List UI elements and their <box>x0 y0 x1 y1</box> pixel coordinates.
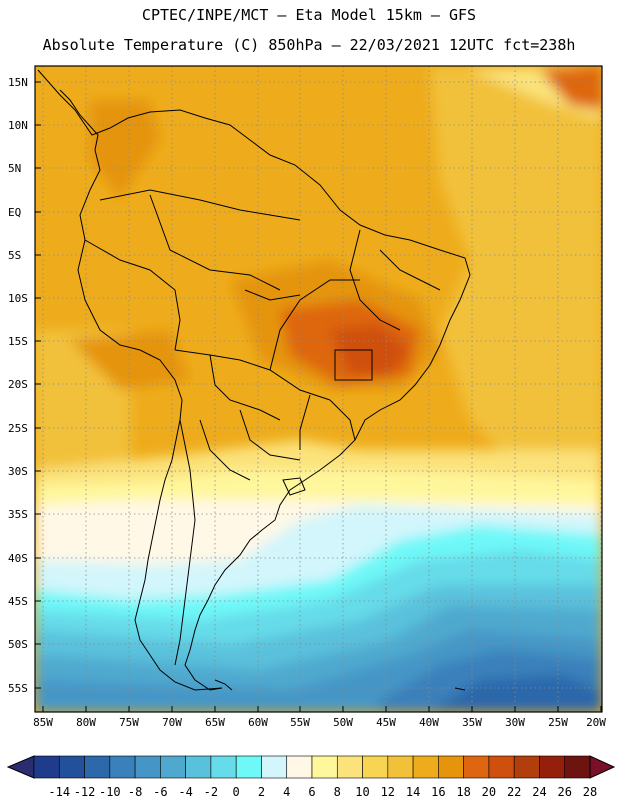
map-frame <box>34 65 603 713</box>
colorbar-swatch <box>210 755 237 779</box>
lon-label: 65W <box>205 716 225 729</box>
colorbar-label: 16 <box>431 785 446 799</box>
colorbar-label: 12 <box>380 785 396 799</box>
lon-label: 45W <box>376 716 396 729</box>
colorbar-label: 8 <box>333 785 341 799</box>
lat-label: 5N <box>8 162 22 175</box>
colorbar-swatch <box>185 755 212 779</box>
colorbar-swatch <box>513 755 540 779</box>
lon-label: 85W <box>33 716 53 729</box>
lat-label: 45S <box>8 595 28 608</box>
colorbar-swatch <box>412 755 439 779</box>
colorbar-label: 4 <box>283 785 291 799</box>
colorbar-swatch <box>463 755 490 779</box>
colorbar-label: 28 <box>582 785 598 799</box>
colorbar-label: 0 <box>232 785 240 799</box>
colorbar-label: 20 <box>481 785 497 799</box>
lon-label: 20W <box>586 716 606 729</box>
axis-ticks <box>35 81 602 712</box>
colorbar-label: 26 <box>557 785 572 799</box>
lon-label: 80W <box>76 716 96 729</box>
temperature-field <box>35 66 602 712</box>
lat-label: 55S <box>8 682 28 695</box>
lon-label: 55W <box>290 716 310 729</box>
colorbar-label: 22 <box>506 785 522 799</box>
lon-label: 70W <box>162 716 182 729</box>
colorbar-left-arrow <box>6 755 35 779</box>
lon-label: 50W <box>333 716 353 729</box>
lat-label: 10N <box>8 119 28 132</box>
colorbar <box>6 755 616 779</box>
colorbar-label: -2 <box>203 785 219 799</box>
lon-label: 30W <box>505 716 525 729</box>
colorbar-label: 10 <box>355 785 370 799</box>
lat-label: EQ <box>8 206 22 219</box>
colorbar-label: -6 <box>153 785 168 799</box>
title-line-1: CPTEC/INPE/MCT – Eta Model 15km – GFS <box>141 6 477 24</box>
colorbar-swatch <box>84 755 111 779</box>
colorbar-swatch <box>235 755 262 779</box>
lon-label: 35W <box>462 716 482 729</box>
colorbar-label: -4 <box>178 785 193 799</box>
colorbar-swatch <box>488 755 515 779</box>
colorbar-label: -8 <box>127 785 143 799</box>
grid-lines <box>35 66 602 712</box>
colorbar-swatch <box>564 755 591 779</box>
lon-label: 60W <box>248 716 268 729</box>
colorbar-swatch <box>539 755 566 779</box>
lon-label: 25W <box>548 716 568 729</box>
colorbar-swatch <box>362 755 389 779</box>
colorbar-swatch <box>311 755 338 779</box>
lat-label: 15N <box>8 76 28 89</box>
title-line-2: Absolute Temperature (C) 850hPa – 22/03/… <box>42 36 576 54</box>
colorbar-swatch <box>387 755 414 779</box>
colorbar-label: 24 <box>532 785 547 799</box>
lat-label: 40S <box>8 552 28 565</box>
lat-label: 10S <box>8 292 28 305</box>
colorbar-label: 18 <box>456 785 471 799</box>
colorbar-swatch <box>438 755 464 779</box>
colorbar-right-arrow <box>589 755 616 779</box>
lat-label: 35S <box>8 508 28 521</box>
colorbar-swatch <box>58 755 85 779</box>
lat-label: 5S <box>8 249 22 262</box>
lat-label: 25S <box>8 422 28 435</box>
colorbar-swatch <box>261 755 288 779</box>
lon-label: 40W <box>419 716 439 729</box>
colorbar-label: 14 <box>405 785 421 799</box>
lat-label: 20S <box>8 378 28 391</box>
colorbar-swatch <box>33 755 60 779</box>
colorbar-label: -12 <box>73 785 96 799</box>
lat-label: 15S <box>8 335 28 348</box>
lat-label: 30S <box>8 465 28 478</box>
coastline-borders <box>37 69 471 691</box>
colorbar-swatch <box>109 755 136 779</box>
colorbar-label: 2 <box>257 785 266 799</box>
lon-label: 75W <box>119 716 139 729</box>
colorbar-label: -14 <box>48 785 71 799</box>
colorbar-label: -10 <box>98 785 121 799</box>
colorbar-swatch <box>134 755 161 779</box>
lat-label: 50S <box>8 638 28 651</box>
colorbar-label: 6 <box>308 785 316 799</box>
colorbar-swatch <box>286 755 313 779</box>
colorbar-swatch <box>336 755 363 779</box>
colorbar-swatch <box>160 755 186 779</box>
